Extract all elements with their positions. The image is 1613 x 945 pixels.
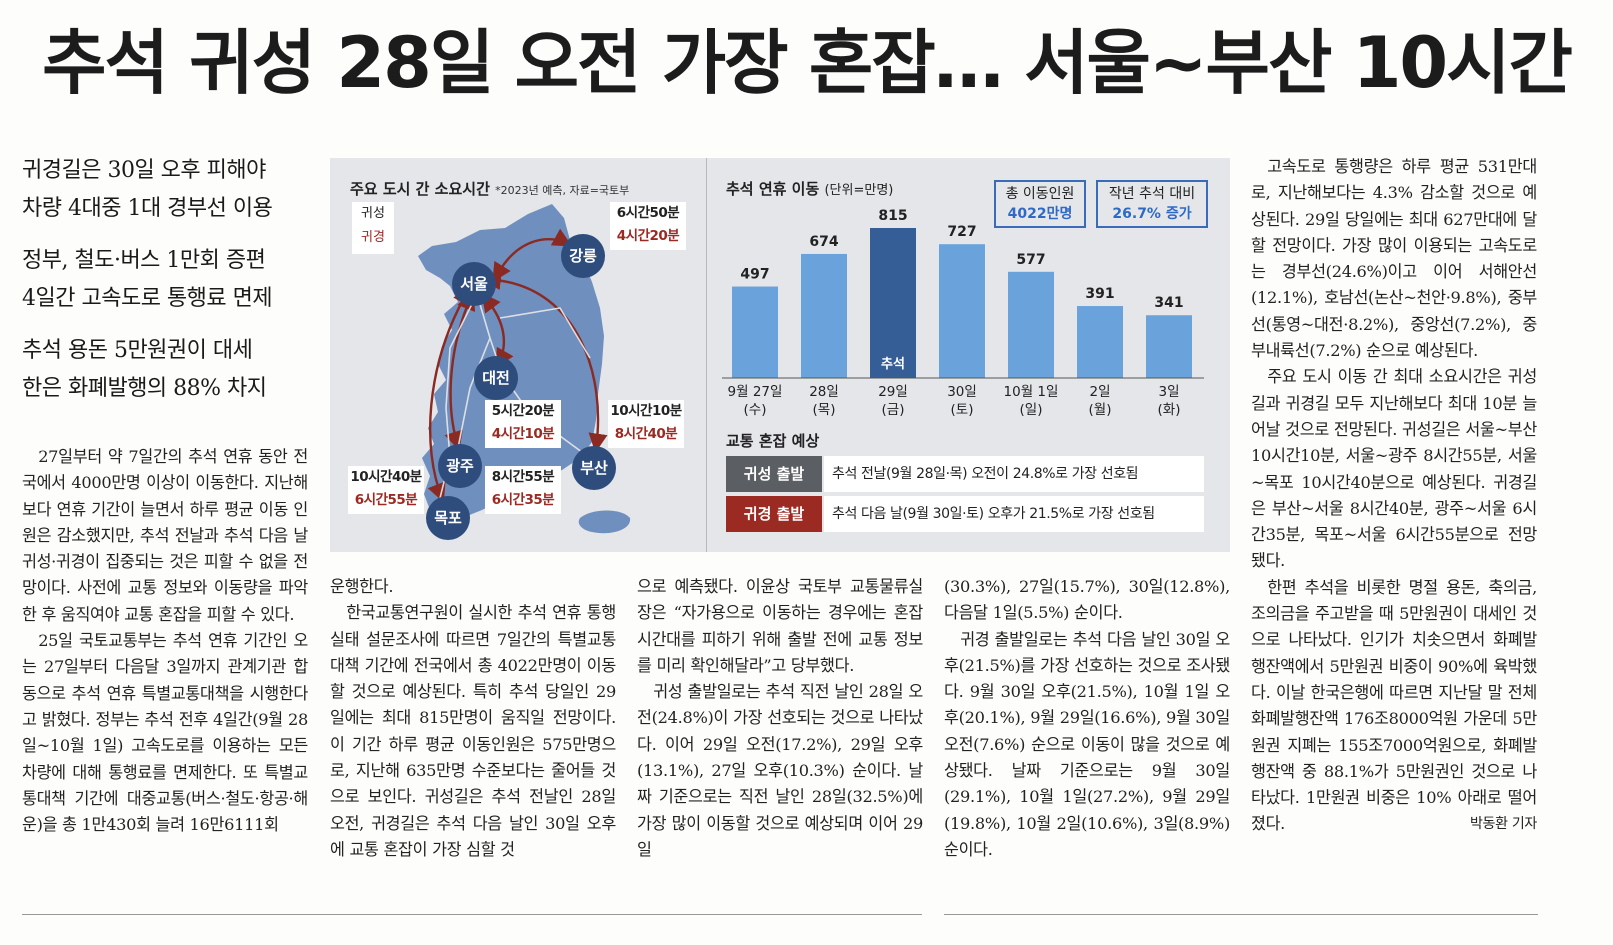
subheads: 귀경길은 30일 오후 피해야 차량 4대중 1대 경부선 이용 정부, 철도·… [22,152,322,422]
bar [1077,306,1123,378]
bottom-rule [944,914,1538,915]
x-tick-label: 10월 1일 [1004,384,1059,400]
x-tick-weekday: (목) [813,402,836,418]
x-tick-weekday: (일) [1020,402,1043,418]
congestion-outbound: 귀성 출발 추석 전날(9월 28일·목) 오전이 24.8%로 가장 선호됨 [726,456,1204,492]
city-seoul: 서울 [452,262,496,306]
bar [1008,271,1054,378]
x-tick-weekday: (월) [1089,402,1112,418]
paragraph: 주요 도시 이동 간 최대 소요시간은 귀성길과 귀경길 모두 지난해보다 최대… [1251,367,1537,571]
chart-title: 추석 연휴 이동 (단위=만명) [726,180,894,198]
x-tick-label: 3일 [1158,384,1179,400]
paragraph: (30.3%), 27일(15.7%), 30일(12.8%), 다음달 1일(… [944,577,1230,623]
time-busan: 10시간10분 8시간40분 [608,400,684,448]
paragraph: 한국교통연구원이 실시한 추석 연휴 통행 실태 설문조사에 따르면 7일간의 … [330,603,616,859]
city-daejeon: 대전 [474,356,518,400]
graphic-divider [706,158,707,552]
subhead-line: 귀경길은 30일 오후 피해야 [22,158,266,183]
x-tick-label: 28일 [809,384,839,400]
subhead-group-3: 추석 용돈 5만원권이 대세 한은 화폐발행의 88% 차지 [22,332,322,408]
x-tick-weekday: (화) [1158,402,1181,418]
bar [870,228,916,378]
paragraph: 운행한다. [330,577,394,596]
legend-outbound: 귀성 [361,206,385,221]
chart-unit: (단위=만명) [824,183,894,198]
data-label: 341 [1154,295,1183,311]
x-tick-weekday: (수) [744,402,767,418]
paragraph: 귀경 출발일로는 추석 다음 날인 30일 오후(21.5%)를 가장 선호하는… [944,629,1230,859]
time-mokpo: 10시간40분 6시간55분 [348,466,424,514]
yoy-stat-box: 작년 추석 대비 26.7% 증가 [1096,180,1208,228]
subhead-line: 4일간 고속도로 통행료 면제 [22,286,273,311]
time-gangneung: 6시간50분 4시간20분 [610,202,686,250]
map-title: 주요 도시 간 소요시간 *2023년 예측, 자료=국토부 [350,180,630,198]
map-note: *2023년 예측, 자료=국토부 [495,184,630,197]
subhead-line: 정부, 철도·버스 1만회 증편 [22,248,266,273]
headline: 추석 귀성 28일 오전 가장 혼잡… 서울~부산 10시간 [42,22,1573,104]
infographic: 주요 도시 간 소요시간 *2023년 예측, 자료=국토부 귀성 귀경 [330,158,1230,552]
data-label: 674 [809,234,838,250]
byline: 박동환 기자 [1469,816,1537,833]
paragraph: 한편 추석을 비롯한 명절 용돈, 축의금, 조의금을 주고받을 때 5만원권이… [1251,575,1537,838]
congestion-tag: 귀경 출발 [726,496,822,532]
congestion-return: 귀경 출발 추석 다음 날(9월 30일·토) 오후가 21.5%로 가장 선호… [726,496,1204,532]
congestion-text: 추석 다음 날(9월 30일·토) 오후가 21.5%로 가장 선호됨 [824,496,1204,532]
highway-line [499,307,591,359]
x-tick-weekday: (토) [951,402,974,418]
bottom-rule [22,914,922,915]
paragraph: 고속도로 통행량은 하루 평균 531만대로, 지난해보다는 4.3% 감소할 … [1251,157,1537,361]
subhead-line: 추석 용돈 5만원권이 대세 [22,338,253,363]
bar [1146,315,1192,378]
paragraph: 으로 예측됐다. 이윤상 국토부 교통물류실장은 “자가용으로 이동하는 경우에… [637,577,923,675]
congestion-text: 추석 전날(9월 28일·목) 오전이 24.8%로 가장 선호됨 [824,456,1204,492]
congestion-title: 교통 혼잡 예상 [726,432,820,450]
bar [732,286,778,378]
map-legend: 귀성 귀경 [352,202,394,254]
subhead-group-2: 정부, 철도·버스 1만회 증편 4일간 고속도로 통행료 면제 [22,242,322,318]
subhead-line: 한은 화폐발행의 88% 차지 [22,376,267,401]
data-label: 497 [740,267,769,283]
city-busan: 부산 [572,446,616,490]
data-label: 727 [947,224,976,240]
paragraph-text: 한편 추석을 비롯한 명절 용돈, 축의금, 조의금을 주고받을 때 5만원권이… [1251,577,1537,834]
x-tick-label: 9월 27일 [728,384,783,400]
time-gwangju: 8시간55분 6시간35분 [485,466,561,514]
x-tick-weekday: (금) [882,402,905,418]
body-column-3: 으로 예측됐다. 이윤상 국토부 교통물류실장은 “자가용으로 이동하는 경우에… [637,574,923,863]
subhead-line: 차량 4대중 1대 경부선 이용 [22,196,273,221]
paragraph: 귀성 출발일로는 추석 직전 날인 28일 오전(24.8%)이 가장 선호되는… [637,682,923,859]
bar [939,244,985,378]
city-gangneung: 강릉 [561,234,605,278]
body-column-5: 고속도로 통행량은 하루 평균 531만대로, 지난해보다는 4.3% 감소할 … [1251,154,1537,838]
city-gwangju: 광주 [438,444,482,488]
bar [801,253,847,378]
x-tick-label: 2일 [1089,384,1110,400]
paragraph: 25일 국토교통부는 추석 연휴 기간인 오는 27일부터 다음달 3일까지 관… [22,631,308,835]
highway-line [455,337,491,459]
congestion-tag: 귀성 출발 [726,456,822,492]
highlight-label: 추석 [881,356,905,372]
body-column-1: 27일부터 약 7일간의 추석 연휴 동안 전국에서 4000만명 이상이 이동… [22,444,308,838]
route-seoul-gangneung [492,228,573,283]
paragraph: 27일부터 약 7일간의 추석 연휴 동안 전국에서 4000만명 이상이 이동… [22,447,308,624]
subhead-group-1: 귀경길은 30일 오후 피해야 차량 4대중 1대 경부선 이용 [22,152,322,228]
bar-chart: 497 9월 27일 (수) 674 28일 (목) 815 추석 29일 (금) 727 30일 (토… [722,208,1204,418]
body-column-4: (30.3%), 27일(15.7%), 30일(12.8%), 다음달 1일(… [944,574,1230,863]
x-tick-label: 29일 [878,384,908,400]
data-label: 815 [878,208,907,224]
total-stat-box: 총 이동인원 4022만명 [994,180,1086,228]
data-label: 391 [1085,286,1114,302]
route-seoul-mokpo [427,285,471,503]
route-seoul-busan [481,271,608,453]
time-daejeon: 5시간20분 4시간10분 [485,400,561,448]
jeju-island [578,510,631,534]
legend-return: 귀경 [361,230,385,245]
x-tick-label: 30일 [947,384,977,400]
city-mokpo: 목포 [426,496,470,540]
data-label: 577 [1016,252,1045,268]
body-column-2: 운행한다. 한국교통연구원이 실시한 추석 연휴 통행 실태 설문조사에 따르면… [330,574,616,863]
